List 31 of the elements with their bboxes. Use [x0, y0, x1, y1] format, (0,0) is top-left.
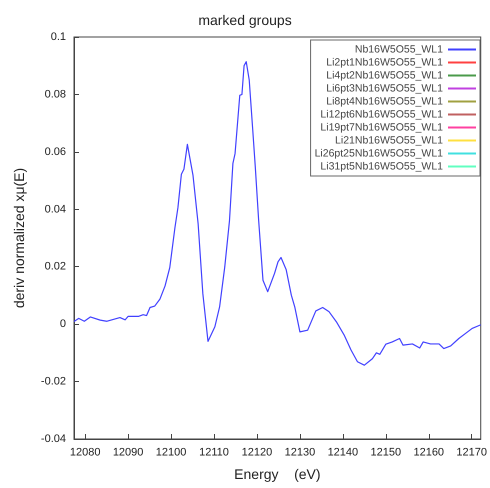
chart-title: marked groups [198, 12, 292, 28]
x-axis-title: Energy (eV) [234, 466, 321, 482]
y-tick-label: 0.06 [44, 146, 66, 158]
legend-label: Li31pt5Nb16W5O55_WL1 [320, 160, 444, 172]
legend-label: Li8pt4Nb16W5O55_WL1 [326, 96, 444, 108]
x-tick-label: 12100 [156, 446, 186, 458]
x-tick-label: 12160 [413, 446, 444, 458]
legend-label: Li4pt2Nb16W5O55_WL1 [326, 70, 444, 82]
legend-label: Nb16W5O55_WL1 [354, 44, 444, 56]
x-tick-label: 12120 [242, 446, 272, 458]
legend-label: Li19pt7Nb16W5O55_WL1 [320, 122, 444, 134]
x-tick-label: 12110 [199, 446, 229, 458]
x-tick-label: 12130 [284, 446, 316, 458]
y-tick-label: 0.02 [44, 260, 66, 273]
x-tick-label: 12170 [456, 446, 488, 458]
x-tick-label: 12090 [112, 446, 144, 458]
y-tick-label: 0.04 [44, 203, 66, 216]
y-tick-label: -0.02 [40, 376, 66, 388]
y-axis-title: deriv normalized xμ(E) [11, 168, 27, 308]
legend-label: Li12pt6Nb16W5O55_WL1 [320, 108, 444, 120]
legend-label: Li21Nb16W5O55_WL1 [335, 134, 444, 146]
x-tick-label: 12140 [328, 446, 358, 458]
y-tick-label: -0.04 [40, 433, 66, 445]
legend-label: Li2pt1Nb16W5O55_WL1 [326, 56, 444, 68]
legend-label: Li6pt3Nb16W5O55_WL1 [326, 82, 444, 94]
legend-label: Li26pt25Nb16W5O55_WL1 [314, 148, 444, 160]
y-tick-label: 0.1 [50, 31, 66, 43]
x-tick-label: 12080 [70, 446, 100, 458]
y-tick-label: 0.08 [44, 88, 66, 100]
x-tick-label: 12150 [370, 446, 402, 458]
y-tick-label: 0 [60, 318, 66, 330]
